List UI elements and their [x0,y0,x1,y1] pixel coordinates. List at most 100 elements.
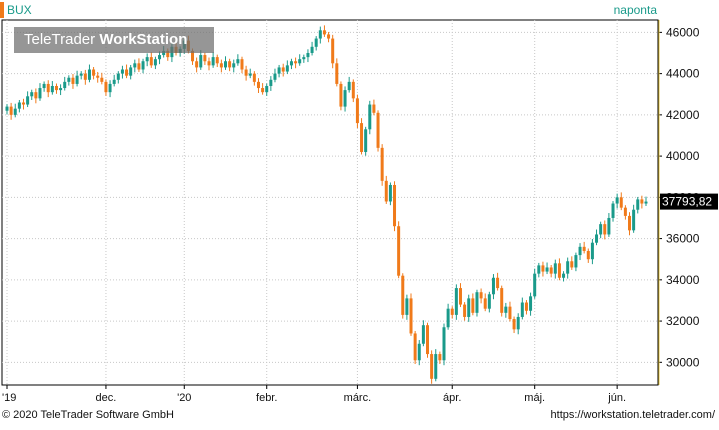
candle-body [248,73,252,76]
candle-body [512,319,516,330]
candle-body [541,265,545,272]
candle-body [314,38,318,47]
candle-body [628,215,632,231]
candle-body [471,298,475,313]
candle-body [619,197,623,208]
candle-body [582,246,586,251]
candle-body [141,61,145,70]
candle-body [339,83,343,107]
candle-body [13,108,17,115]
candle-body [533,273,537,297]
watermark-text-b: WorkStation [99,31,188,48]
candle-body [125,69,129,76]
candle-body [331,38,335,64]
candle-body [108,83,112,93]
candle-body [79,73,83,76]
candle-body [59,88,63,91]
candle-body [166,50,170,58]
candle-body [467,298,471,317]
candle-body [310,46,314,53]
candle-body [273,73,277,80]
candle-body [261,88,265,93]
candle-body [351,81,355,99]
candle-body [516,316,520,330]
y-tick-label: 46000 [666,25,700,39]
candle-body [500,288,504,313]
candle-body [458,288,462,305]
candle-body [318,30,322,39]
candle-body [133,63,137,68]
candle-body [195,61,199,68]
candle-body [9,106,13,115]
y-tick-label: 42000 [666,108,700,122]
candle-body [454,288,458,315]
y-tick-label: 44000 [666,67,700,81]
candle-body [557,263,561,278]
candle-body [640,199,644,204]
candle-body [158,55,162,60]
y-tick-label: 30000 [666,355,700,369]
period-label[interactable]: naponta [613,3,657,17]
y-tick-label: 36000 [666,232,700,246]
candle-body [421,325,425,344]
candle-body [487,294,491,309]
candle-body [384,180,388,202]
candle-body [343,90,347,107]
candle-body [207,61,211,66]
candle-body [360,123,364,152]
candle-body [566,261,570,274]
candle-body [265,85,269,93]
candle-body [26,96,30,105]
candle-body [38,88,42,99]
candle-body [219,63,223,68]
candle-body [63,81,67,89]
candle-body [232,63,236,68]
candle-body [529,296,533,311]
y-tick-label: 40000 [666,149,700,163]
candle-body [42,83,46,89]
candle-body [252,73,256,82]
candle-body [285,65,289,72]
candle-body [434,354,438,379]
candle-body [191,50,195,62]
candle-body [120,69,124,74]
footer-url[interactable]: https://workstation.teletrader.com/ [550,409,715,421]
candle-body [281,67,285,72]
candle-body [116,73,120,80]
footer-copyright: © 2020 TeleTrader Software GmbH [2,409,174,421]
symbol-label: BUX [7,3,32,17]
candle-body [269,79,273,86]
candle-body [413,333,417,361]
candle-body [92,69,96,76]
candle-body [537,265,541,274]
candle-body [306,52,310,58]
candle-body [409,298,413,334]
last-value-label: 37793,82 [662,195,712,209]
candle-body [54,85,58,91]
candle-body [347,81,351,91]
candle-body [149,57,153,66]
candle-body [607,217,611,235]
candle-body [244,69,248,76]
candle-body [83,73,87,80]
candle-body [549,267,553,274]
candle-body [335,63,339,84]
candle-body [636,199,640,210]
candle-body [417,343,421,361]
candle-body [302,57,306,60]
x-tick-label: febr. [256,392,277,404]
candle-body [479,292,483,299]
candle-body [491,277,495,295]
candle-body [562,273,566,278]
candle-body [327,34,331,39]
candle-body [388,184,392,202]
candle-body [236,59,240,64]
candle-body [104,81,108,93]
candle-body [46,83,50,93]
candle-body [5,106,9,111]
candle-body [228,61,232,68]
candle-body [438,354,442,361]
candle-body [294,61,298,64]
candle-body [450,308,454,315]
